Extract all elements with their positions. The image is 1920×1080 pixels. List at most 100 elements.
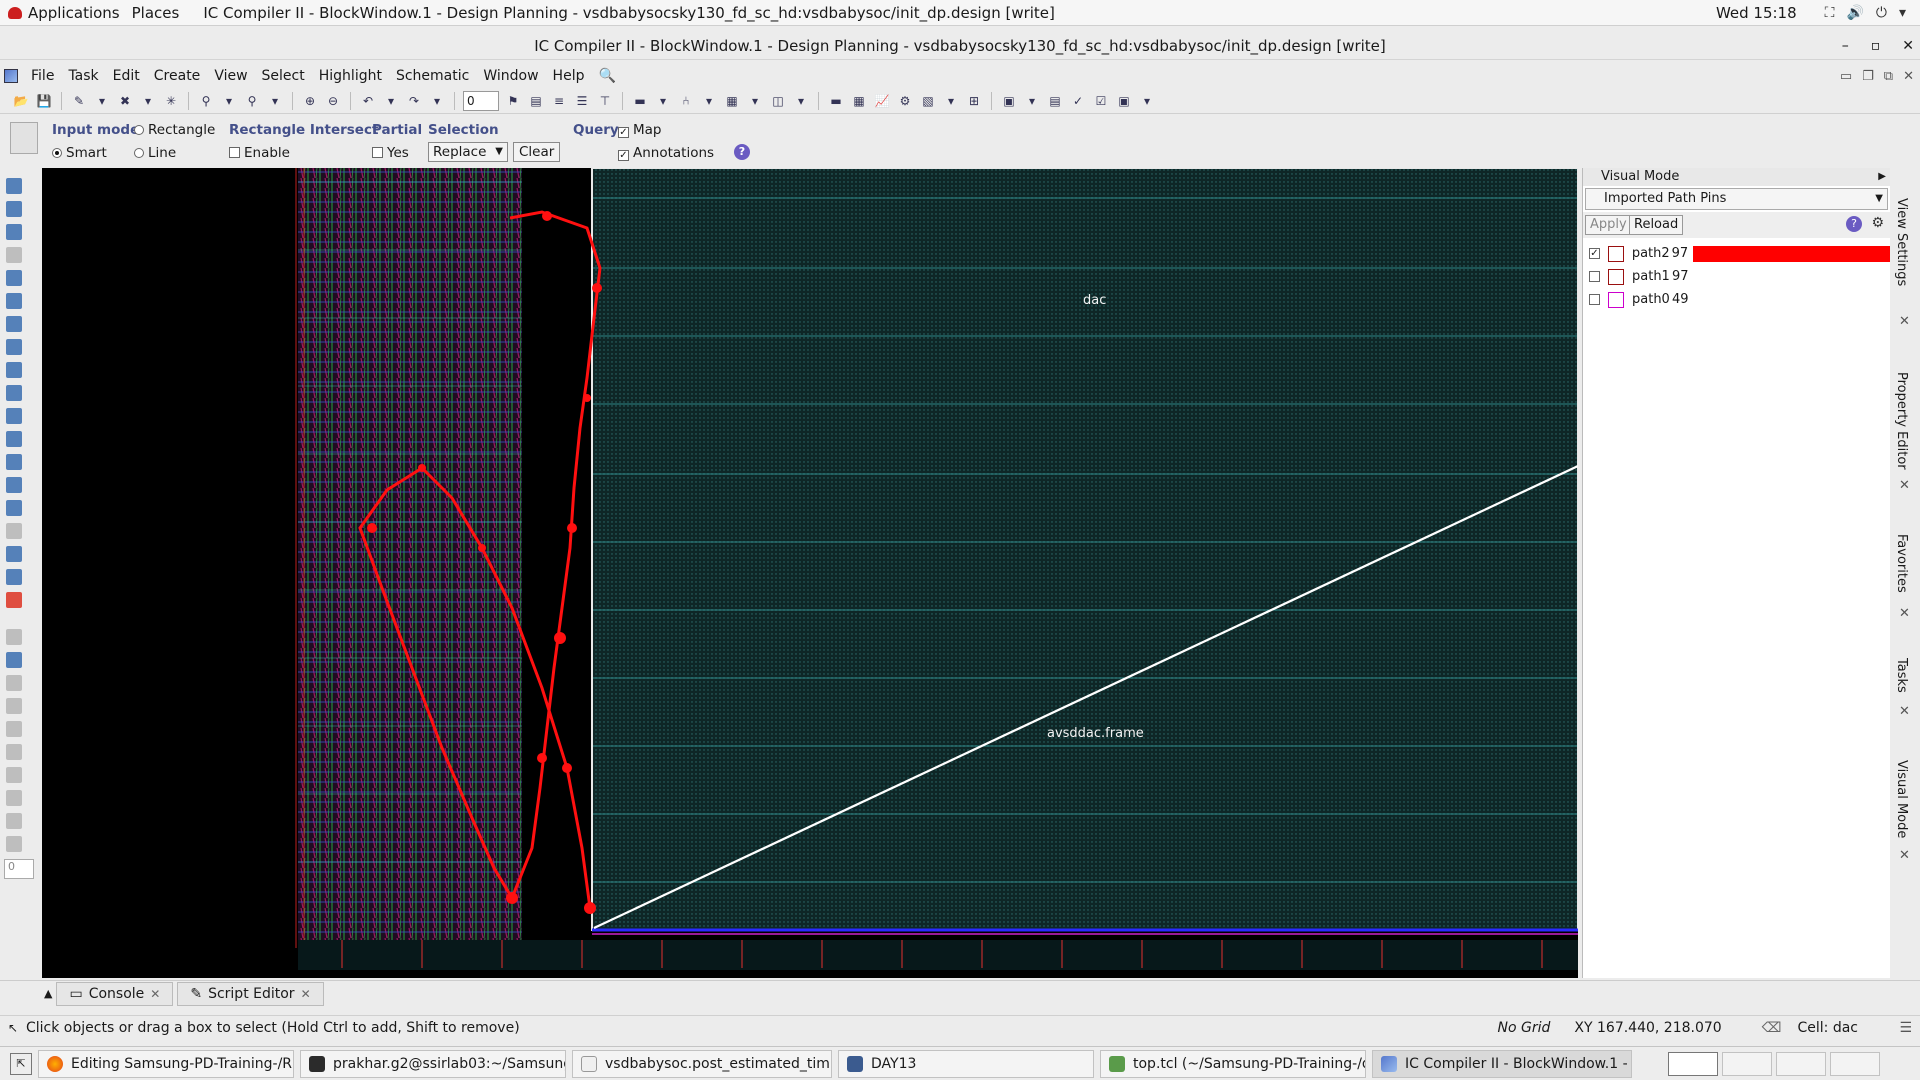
tab-favorites[interactable]: Favorites (1894, 534, 1909, 593)
hierarchy-icon[interactable]: ⑃ (682, 93, 690, 108)
brush-icon[interactable] (6, 698, 22, 714)
redo-icon[interactable]: ↷ (408, 93, 420, 108)
split-icon[interactable] (6, 385, 22, 401)
chevron-down-icon[interactable]: ▾ (947, 93, 955, 108)
task-top-tcl[interactable]: top.tcl (~/Samsung-PD-Training-/day... (1100, 1049, 1366, 1078)
blockage-icon[interactable] (6, 523, 22, 539)
menu-schematic[interactable]: Schematic (395, 68, 470, 84)
copy-icon[interactable] (6, 431, 22, 447)
menu-highlight[interactable]: Highlight (318, 68, 382, 84)
drc-icon[interactable]: ▣ (1003, 93, 1015, 108)
array-icon[interactable] (6, 454, 22, 470)
chevron-down-icon[interactable]: ▾ (144, 93, 152, 108)
zoom-in-icon[interactable]: ⊕ (304, 93, 316, 108)
menu-select[interactable]: Select (261, 68, 305, 84)
cut-icon[interactable] (6, 675, 22, 691)
close-icon[interactable]: ✕ (150, 986, 161, 1001)
close-icon[interactable]: ✕ (1899, 704, 1910, 719)
flip-icon[interactable] (6, 339, 22, 355)
chevron-down-icon[interactable]: ▾ (1898, 4, 1906, 21)
tab-console[interactable]: ▭ Console ✕ (56, 981, 174, 1006)
layout-canvas[interactable]: dac avsddac.frame (42, 168, 1578, 978)
icv-icon[interactable]: ▣ (1118, 93, 1130, 108)
chevron-down-icon[interactable]: ▾ (705, 93, 713, 108)
path-row-path2[interactable]: ✓ path2 97 (1583, 242, 1891, 265)
close-icon[interactable]: ✕ (1902, 38, 1914, 54)
applications-menu[interactable]: Applications (0, 4, 120, 22)
tab-visual-mode[interactable]: Visual Mode (1894, 760, 1909, 839)
radio-rectangle[interactable]: Rectangle (134, 122, 215, 138)
menu-create[interactable]: Create (153, 68, 201, 84)
broom-icon[interactable]: ⌫ (1761, 1019, 1782, 1036)
select-arrow-icon[interactable] (6, 178, 22, 194)
chevron-down-icon[interactable]: ▾ (98, 93, 106, 108)
search-icon[interactable]: 🔍 (598, 68, 616, 84)
reload-button[interactable]: Reload (1629, 215, 1684, 235)
chevron-down-icon[interactable]: ▾ (659, 93, 667, 108)
unlock-icon[interactable] (6, 652, 22, 668)
edit-icon[interactable] (6, 721, 22, 737)
menu-task[interactable]: Task (68, 68, 99, 84)
tile-icon[interactable]: ▭ (1839, 68, 1853, 84)
save-icon[interactable]: 💾 (36, 93, 52, 108)
menu-view[interactable]: View (214, 68, 248, 84)
chevron-down-icon[interactable]: ▾ (1143, 93, 1151, 108)
distribute-icon[interactable]: ☰ (576, 93, 588, 108)
open-icon[interactable]: 📂 (13, 93, 29, 108)
expand-icon[interactable]: ▶ (1878, 171, 1886, 182)
left-value-field[interactable]: 0 (4, 859, 34, 879)
shape-icon[interactable] (6, 767, 22, 783)
close-icon[interactable]: ✕ (1899, 314, 1910, 329)
network-icon[interactable]: ⛶ (1824, 4, 1835, 21)
magnet-icon[interactable]: ⚲ (201, 93, 211, 108)
workspace-2[interactable] (1722, 1051, 1772, 1076)
volume-icon[interactable]: 🔊 (1846, 4, 1864, 21)
tab-tasks[interactable]: Tasks (1894, 658, 1909, 693)
chevron-down-icon[interactable]: ▾ (387, 93, 395, 108)
chevron-down-icon[interactable]: ▾ (433, 93, 441, 108)
group-icon[interactable] (6, 477, 22, 493)
move-icon[interactable] (6, 270, 22, 286)
layer-spinbox[interactable]: 0 (463, 90, 499, 111)
pin-place-icon[interactable] (6, 500, 22, 516)
close-icon[interactable]: ✕ (1899, 848, 1910, 863)
bus-icon[interactable]: ▬ (830, 93, 842, 108)
collapse-icon[interactable]: ▲ (44, 987, 53, 1000)
help-icon[interactable]: ? (734, 144, 750, 160)
tab-script-editor[interactable]: ✎ Script Editor ✕ (177, 981, 324, 1006)
menu-window[interactable]: Window (483, 68, 539, 84)
chevron-down-icon[interactable]: ▾ (271, 93, 279, 108)
places-menu[interactable]: Places (131, 3, 180, 22)
checklist-icon[interactable]: ☑ (1095, 93, 1107, 108)
via-icon[interactable] (6, 744, 22, 760)
menu-file[interactable]: File (31, 68, 55, 84)
minimize-icon[interactable]: – (1841, 38, 1849, 54)
chevron-down-icon[interactable]: ▾ (1028, 93, 1036, 108)
chevron-down-icon[interactable]: ▾ (751, 93, 759, 108)
close-icon[interactable]: ✕ (300, 986, 311, 1001)
undo-icon[interactable]: ↶ (362, 93, 374, 108)
gear-icon[interactable]: ⚙ (1871, 215, 1884, 231)
timing-icon[interactable]: ✓ (1072, 93, 1084, 108)
color-swatch[interactable] (1608, 291, 1624, 308)
info-icon[interactable] (6, 201, 22, 217)
clear-button[interactable]: Clear (513, 142, 561, 162)
top-align-icon[interactable]: ⊤ (599, 93, 611, 108)
grid-icon[interactable]: ▦ (853, 93, 865, 108)
workspace-1[interactable] (1668, 1051, 1718, 1076)
lock-icon[interactable] (6, 629, 22, 645)
probe-icon[interactable]: ⚲ (247, 93, 257, 108)
power-icon[interactable]: ⏻ (1875, 4, 1887, 21)
table-icon[interactable]: ▤ (530, 93, 542, 108)
tab-view-settings[interactable]: View Settings (1894, 198, 1909, 287)
task-firefox[interactable]: Editing Samsung-PD-Training-/READ... (38, 1049, 294, 1078)
edit-shapes-icon[interactable] (6, 546, 22, 562)
selection-select[interactable]: Replace (428, 142, 508, 162)
restore-icon[interactable]: ❐ (1862, 68, 1874, 84)
radio-line[interactable]: Line (134, 145, 176, 161)
enable-checkbox[interactable]: Enable (229, 145, 290, 161)
delete-tool-icon[interactable] (6, 592, 22, 608)
path-row-path0[interactable]: path0 49 (1583, 288, 1890, 311)
sparkle-icon[interactable]: ✳ (165, 93, 177, 108)
task-terminal[interactable]: prakhar.g2@ssirlab03:~/Samsung-P... (300, 1049, 566, 1078)
